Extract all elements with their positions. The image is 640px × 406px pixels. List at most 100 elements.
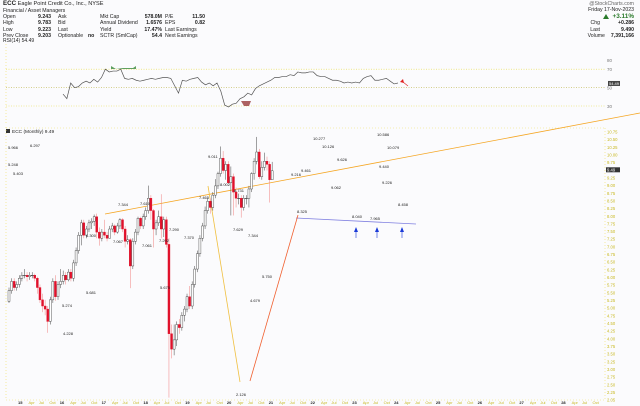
quote-row-high: High 9.783	[3, 20, 51, 27]
svg-text:5.00: 5.00	[607, 306, 616, 311]
svg-text:7.965: 7.965	[370, 216, 381, 221]
svg-text:7.50: 7.50	[607, 229, 616, 234]
svg-text:7.067: 7.067	[113, 239, 124, 244]
svg-text:30: 30	[607, 104, 613, 109]
svg-text:Jul: Jul	[457, 400, 462, 405]
svg-text:Oct: Oct	[175, 400, 182, 405]
overbought-fill	[111, 66, 136, 69]
svg-text:7.465: 7.465	[199, 195, 210, 200]
svg-text:Jul: Jul	[122, 400, 127, 405]
quote-bidask: Ask Bid Last Optionable no	[58, 14, 94, 40]
svg-text:Apr: Apr	[488, 400, 495, 405]
svg-text:Apr: Apr	[321, 400, 328, 405]
svg-text:20: 20	[227, 400, 232, 405]
svg-text:Apr: Apr	[154, 400, 161, 405]
svg-text:9.75: 9.75	[607, 160, 616, 165]
legend-swatch	[6, 129, 10, 133]
svg-text:6.50: 6.50	[607, 260, 616, 265]
svg-text:9.00: 9.00	[607, 183, 616, 188]
svg-text:Oct: Oct	[467, 400, 474, 405]
svg-text:3.75: 3.75	[607, 344, 616, 349]
svg-text:15: 15	[18, 400, 23, 405]
svg-text:Apr: Apr	[572, 400, 579, 405]
svg-text:5.966: 5.966	[8, 145, 19, 150]
svg-text:6.00: 6.00	[607, 275, 616, 280]
svg-text:25: 25	[436, 400, 441, 405]
last-label: Last	[58, 26, 68, 33]
svg-text:28: 28	[561, 400, 566, 405]
bid-label: Bid	[58, 20, 66, 27]
svg-text:Jul: Jul	[248, 400, 253, 405]
svg-text:3.00: 3.00	[607, 367, 616, 372]
svg-text:21: 21	[269, 400, 274, 405]
svg-text:7.00: 7.00	[607, 244, 616, 249]
change-value: +0.286	[617, 20, 634, 27]
svg-text:7.75: 7.75	[607, 221, 616, 226]
svg-text:23: 23	[352, 400, 357, 405]
svg-text:7.25: 7.25	[607, 237, 616, 242]
svg-text:5.50: 5.50	[607, 290, 616, 295]
svg-text:5.248: 5.248	[8, 162, 19, 167]
support-arrow-icon	[400, 227, 404, 232]
svg-text:4.25: 4.25	[607, 329, 616, 334]
svg-text:5.675: 5.675	[160, 285, 171, 290]
svg-text:7.344: 7.344	[248, 233, 259, 238]
svg-text:5.25: 5.25	[607, 298, 616, 303]
svg-text:9.49: 9.49	[607, 168, 616, 173]
svg-text:6.300: 6.300	[86, 233, 97, 238]
quote-fundamentals: Mkt Cap 578.0M Annual Dividend 1.6576 Yiel…	[100, 14, 162, 40]
svg-text:5.403: 5.403	[13, 171, 24, 176]
change-percent-row: +3.11%	[588, 13, 634, 20]
svg-text:80: 80	[607, 58, 613, 63]
svg-text:Jul: Jul	[206, 400, 211, 405]
quote-date: Friday 17-Nov-2023	[588, 7, 634, 14]
svg-text:9.440: 9.440	[379, 164, 390, 169]
svg-text:Oct: Oct	[49, 400, 56, 405]
svg-text:Apr: Apr	[530, 400, 537, 405]
svg-text:Oct: Oct	[593, 400, 600, 405]
svg-text:18: 18	[143, 400, 148, 405]
svg-text:6.297: 6.297	[30, 143, 41, 148]
svg-text:Oct: Oct	[384, 400, 391, 405]
svg-text:Jul: Jul	[81, 400, 86, 405]
trendline-recovery-rise	[249, 214, 299, 382]
svg-text:Jul: Jul	[415, 400, 420, 405]
svg-text:Oct: Oct	[133, 400, 140, 405]
quote-header: ECC Eagle Point Credit Co., Inc., NYSE F…	[0, 0, 640, 44]
svg-text:Apr: Apr	[279, 400, 286, 405]
svg-text:22: 22	[311, 400, 316, 405]
svg-text:Jul: Jul	[331, 400, 336, 405]
svg-text:Apr: Apr	[363, 400, 370, 405]
quote-prices: Open 9.243 High 9.783 Low 9.223 Prev Close 9…	[3, 14, 51, 40]
company-name: Eagle Point Credit Co., Inc.	[17, 1, 86, 7]
svg-text:Apr: Apr	[237, 400, 244, 405]
svg-text:7.629: 7.629	[233, 227, 244, 232]
svg-text:2.25: 2.25	[607, 390, 616, 395]
svg-text:8.25: 8.25	[607, 206, 616, 211]
last-price: 9.490	[621, 26, 634, 33]
svg-text:Oct: Oct	[216, 400, 223, 405]
up-arrow-icon	[602, 13, 609, 19]
svg-text:9.626: 9.626	[337, 157, 348, 162]
svg-text:Oct: Oct	[258, 400, 265, 405]
svg-text:4.679: 4.679	[250, 298, 261, 303]
svg-text:7.292: 7.292	[159, 238, 170, 243]
svg-text:Apr: Apr	[405, 400, 412, 405]
svg-text:8.50: 8.50	[607, 198, 616, 203]
exchange: NYSE	[88, 1, 104, 7]
support-arrow-icon	[375, 227, 379, 232]
svg-text:27: 27	[519, 400, 524, 405]
svg-text:Apr: Apr	[446, 400, 453, 405]
quote-row-low: Low 9.223	[3, 26, 51, 33]
svg-text:Oct: Oct	[300, 400, 307, 405]
svg-text:2.75: 2.75	[607, 375, 616, 380]
svg-text:8.325: 8.325	[297, 209, 308, 214]
quote-row-open: Open 9.243	[3, 14, 51, 20]
svg-text:8.002: 8.002	[220, 182, 231, 187]
svg-text:7.370: 7.370	[184, 235, 195, 240]
rsi-label: RSI(14) 54.49	[3, 38, 35, 44]
optionable-label: Optionable	[58, 33, 84, 40]
quote-summary: @StockCharts.com Friday 17-Nov-2023 +3.1…	[587, 1, 634, 40]
svg-text:2.05: 2.05	[607, 398, 616, 403]
